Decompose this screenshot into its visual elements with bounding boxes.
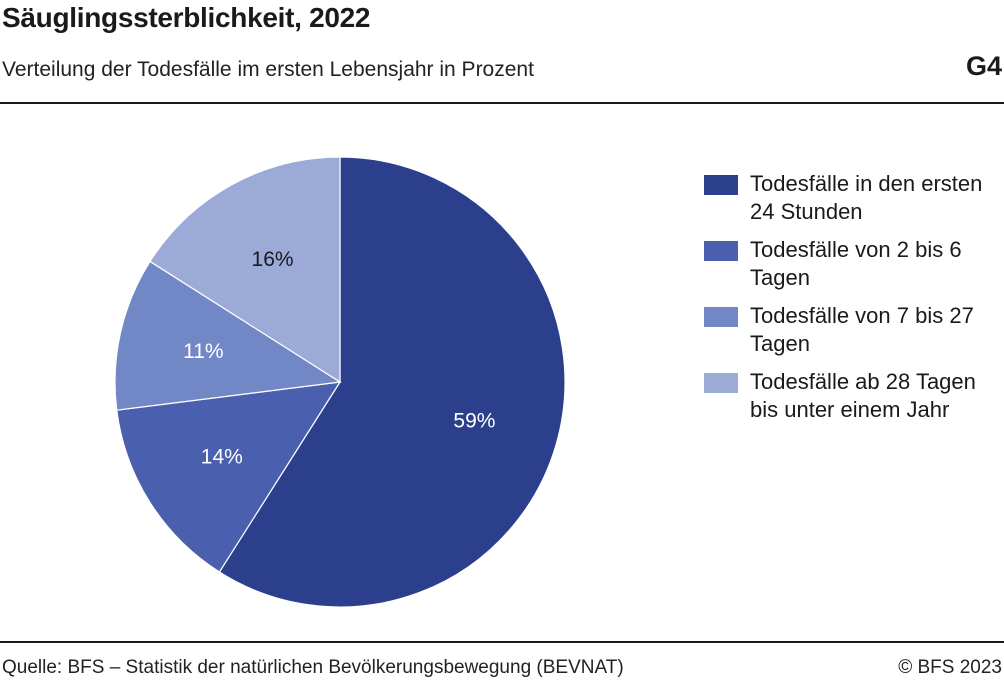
chart-title: Säuglingssterblichkeit, 2022 xyxy=(2,2,371,33)
footer-divider xyxy=(0,641,1004,643)
pie-slice-label: 14% xyxy=(201,446,243,469)
legend-swatch xyxy=(704,307,738,327)
legend-label: Todesfälle in den ersten 24 Stunden xyxy=(750,171,983,224)
copyright-note: © BFS 2023 xyxy=(898,657,1002,678)
pie-slices xyxy=(114,156,566,608)
legend-swatch xyxy=(704,175,738,195)
legend-item: Todesfälle in den ersten 24 Stunden xyxy=(704,170,1004,226)
pie-slice-label: 16% xyxy=(252,248,294,271)
pie-slice-label: 11% xyxy=(183,340,223,363)
legend-label: Todesfälle ab 28 Tagen bis unter einem J… xyxy=(750,369,976,422)
pie-slice-labels: 59% 14% 11% 16% xyxy=(183,248,495,469)
legend-swatch xyxy=(704,241,738,261)
legend-label: Todesfälle von 7 bis 27 Tagen xyxy=(750,303,974,356)
pie-slice-label: 59% xyxy=(453,410,495,433)
legend-item: Todesfälle von 2 bis 6 Tagen xyxy=(704,236,1004,292)
legend-item: Todesfälle ab 28 Tagen bis unter einem J… xyxy=(704,368,1004,424)
pie-slice xyxy=(218,156,566,608)
pie-slice xyxy=(149,156,341,384)
pie-slice xyxy=(116,381,342,573)
chart-subtitle: Verteilung der Todesfälle im ersten Lebe… xyxy=(2,58,534,81)
figure-id: G4 xyxy=(965,51,1002,81)
pie-slice xyxy=(114,260,342,411)
header-divider xyxy=(0,102,1004,104)
legend: Todesfälle in den ersten 24 Stunden Tode… xyxy=(704,170,1004,434)
legend-label: Todesfälle von 2 bis 6 Tagen xyxy=(750,237,962,290)
legend-swatch xyxy=(704,373,738,393)
legend-item: Todesfälle von 7 bis 27 Tagen xyxy=(704,302,1004,358)
source-note: Quelle: BFS – Statistik der natürlichen … xyxy=(2,657,624,678)
